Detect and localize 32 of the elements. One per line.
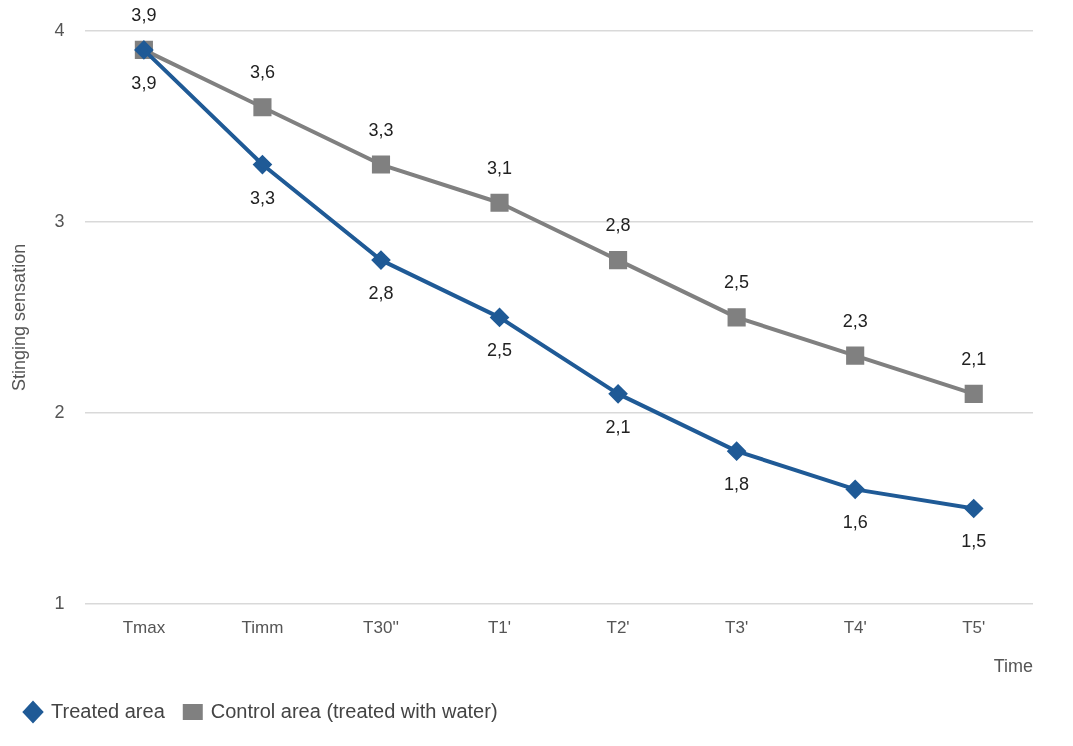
data-label: 3,1: [487, 157, 513, 178]
data-label: 2,1: [961, 348, 987, 369]
x-tick-label: T30'': [363, 617, 399, 637]
data-label: 2,3: [842, 310, 868, 331]
x-tick-label: Timm: [241, 617, 284, 637]
legend-label: Treated area: [51, 699, 166, 722]
x-tick-label: T2': [606, 617, 630, 637]
data-label: 2,8: [605, 215, 631, 236]
x-axis-title: Time: [993, 656, 1033, 677]
data-label: 2,8: [368, 283, 394, 304]
data-label: 1,8: [724, 474, 750, 495]
data-label: 1,5: [961, 531, 987, 552]
x-tick-label: Tmax: [122, 617, 166, 637]
data-label: 2,5: [724, 272, 750, 293]
y-tick-label: 3: [54, 210, 65, 231]
legend-label: Control area (treated with water): [210, 699, 498, 722]
data-label: 3,6: [249, 62, 275, 83]
data-label: 3,3: [368, 119, 394, 140]
data-label: 2,1: [605, 416, 631, 437]
y-tick-label: 2: [54, 401, 65, 422]
data-label: 3,9: [131, 4, 157, 25]
y-tick-label: 1: [54, 592, 65, 613]
y-axis-title: Stinging sensation: [8, 243, 29, 391]
x-tick-label: T3': [725, 617, 749, 637]
data-label: 3,3: [249, 187, 275, 208]
data-label: 3,9: [131, 72, 157, 93]
data-label: 1,6: [842, 512, 868, 533]
y-tick-label: 4: [54, 19, 65, 40]
x-tick-label: T4': [843, 617, 867, 637]
x-tick-label: T1': [487, 617, 512, 637]
x-tick-label: T5': [962, 617, 986, 637]
data-label: 2,5: [487, 340, 513, 361]
